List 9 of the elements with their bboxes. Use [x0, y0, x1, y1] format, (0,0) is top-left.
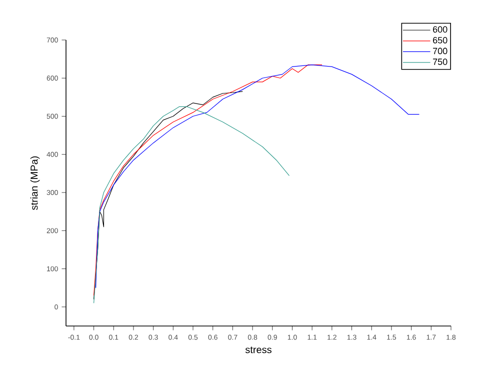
legend-label: 650 — [433, 37, 448, 44]
legend-label: 600 — [433, 26, 448, 33]
x-axis-title: stress — [245, 346, 272, 354]
line-series — [93, 64, 322, 296]
line-series — [93, 106, 290, 304]
legend-label: 700 — [433, 48, 448, 54]
y-axis-title: strian (MPa) — [30, 156, 40, 210]
legend-label: 750 — [433, 58, 448, 65]
line-series — [95, 64, 420, 288]
